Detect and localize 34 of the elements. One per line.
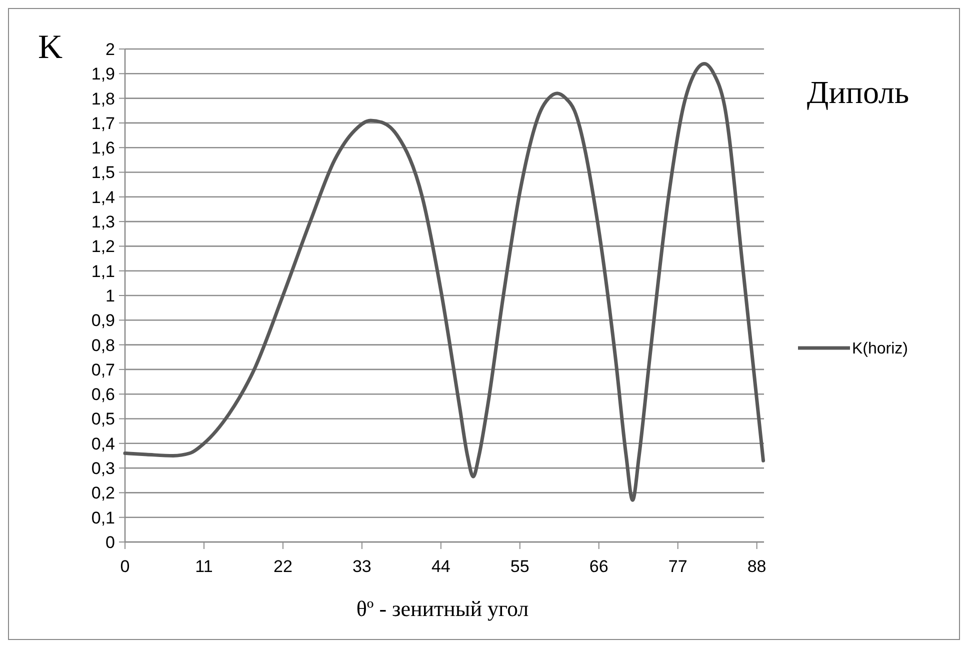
x-tick-label: 88 [747,557,766,576]
y-tick-label: 0,3 [91,459,115,478]
x-tick-label: 0 [120,557,130,576]
x-tick-label: 55 [510,557,530,576]
x-axis-title: θº - зенитный угол [356,596,529,621]
y-tick-label: 0,7 [91,360,115,380]
y-tick-label: 2 [106,40,115,59]
y-tick-label: 0,8 [91,336,115,355]
text: Диполь [806,74,910,110]
y-tick-label: 1,3 [91,212,115,232]
y-tick-label: 0,4 [91,434,115,454]
y-tick-label: 1,9 [91,64,115,84]
y-axis-title: K [38,29,63,66]
y-tick-label: 0,2 [91,484,115,503]
x-tick-label: 11 [195,557,213,576]
x-tick-label: 44 [431,557,450,576]
y-tick-label: 1,6 [91,138,115,158]
x-tick-label: 33 [352,557,372,576]
y-tick-label: 0,6 [91,385,115,404]
y-tick-label: 1,5 [91,163,115,182]
x-tick-label: 22 [273,557,292,576]
y-tick-label: 1,2 [91,237,115,256]
y-tick-label: 1,8 [91,89,115,108]
y-tick-label: 0,9 [91,311,115,330]
y-tick-label: 1 [106,286,115,306]
y-tick-label: 1,7 [91,114,115,133]
legend-label: K(horiz) [852,340,908,358]
x-tick-label: 77 [668,557,688,576]
x-tick-label: 66 [589,557,608,576]
y-tick-label: 1,1 [91,262,115,281]
y-tick-label: 0,1 [91,508,115,528]
y-tick-label: 0,5 [91,410,115,429]
y-tick-label: 1,4 [91,188,115,207]
y-tick-label: 0 [106,532,115,552]
